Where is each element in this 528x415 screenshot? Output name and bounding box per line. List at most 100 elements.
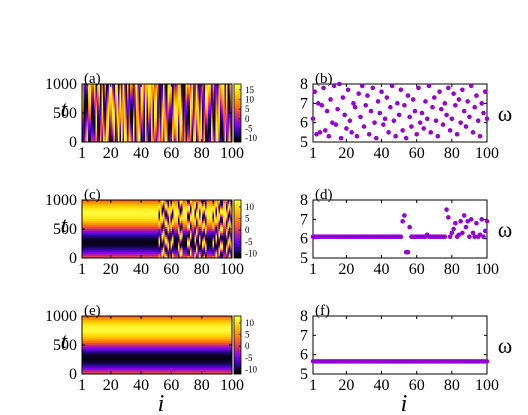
heatmap-cell [191,84,194,87]
heatmap-cell [128,101,131,104]
heatmap-cell [104,128,107,131]
heatmap-cell [217,134,219,137]
heatmap-cell [191,85,194,89]
heatmap-cell [176,97,179,100]
heatmap-cell [86,250,89,253]
heatmap-cell [88,227,90,230]
colorbar-segment [234,124,241,127]
heatmap-cell [199,134,201,137]
heatmap-cell [157,84,159,87]
heatmap-cell [88,223,90,226]
heatmap-cell [191,95,194,98]
heatmap-cell [100,93,102,96]
heatmap-cell [172,128,174,131]
heatmap-cell [91,256,93,259]
heatmap-cell [101,140,104,143]
heatmap-cell [172,99,174,102]
heatmap-cell [188,95,191,98]
heatmap-cell [175,107,177,110]
heatmap-cell [182,103,185,106]
heatmap-cell [145,120,147,124]
heatmap-cell [200,132,203,135]
heatmap-cell [164,134,167,137]
colorbar-segment [234,113,241,116]
heatmap-cell [160,97,162,100]
heatmap-cell [113,95,116,98]
data-point [379,89,384,95]
heatmap-cell [173,138,176,141]
heatmap-cell [218,93,221,96]
heatmap-cell [229,114,231,118]
heatmap-cell [161,140,164,143]
heatmap-cell [113,107,116,110]
heatmap-cell [196,114,198,118]
heatmap-cell [202,105,204,108]
heatmap-cell [175,111,177,114]
heatmap-cell [226,118,228,122]
heatmap-cell [92,103,95,106]
heatmap-cell [98,95,101,98]
heatmap-cell [98,89,101,93]
heatmap-cell [82,219,84,222]
heatmap-cell [220,126,222,129]
heatmap-cell [95,97,98,100]
heatmap-cell [136,116,138,120]
heatmap-cell [227,89,230,93]
heatmap-cell [172,114,174,118]
heatmap-cell [130,107,132,110]
heatmap-cell [149,140,152,143]
heatmap-cell [164,103,167,106]
heatmap-cell [208,122,210,125]
heatmap-cell [94,205,96,209]
data-point [328,97,333,102]
heatmap-cell [205,99,207,102]
heatmap-cell [92,84,95,87]
data-point [319,102,325,108]
heatmap-cell [218,120,221,124]
heatmap-cell [98,116,101,120]
heatmap-cell [88,140,90,143]
heatmap-cell [95,207,98,211]
heatmap-cell [173,107,176,110]
heatmap-cell [101,84,104,87]
heatmap-cell [95,84,98,87]
heatmap-cell [82,114,84,118]
heatmap-cell [83,124,86,127]
heatmap-cell [221,105,224,108]
heatmap-cell [175,124,177,127]
heatmap-cell [223,84,225,87]
heatmap-cell [89,126,92,129]
heatmap-cell [134,134,137,137]
heatmap-cell [202,126,204,129]
heatmap-cell [134,130,137,133]
heatmap-cell [88,250,90,253]
heatmap-cell [185,103,188,106]
heatmap-cell [88,225,90,228]
heatmap-cell [92,242,95,245]
heatmap-cell [101,122,104,125]
heatmap-cell [166,101,168,104]
heatmap-cell [122,132,125,135]
heatmap-cell [86,244,89,247]
heatmap-cell [173,124,176,127]
heatmap-cell [83,89,86,93]
heatmap-cell [149,91,152,95]
heatmap-cell [134,97,137,100]
heatmap-cell [167,120,170,124]
heatmap-cell [148,120,150,124]
heatmap-cell [89,130,92,133]
heatmap-cell [188,140,191,143]
heatmap-cell [110,130,113,133]
heatmap-cell [155,91,158,95]
heatmap-cell [145,114,147,118]
heatmap-cell [220,138,222,141]
heatmap-cell [199,138,201,141]
heatmap-cell [148,85,150,89]
heatmap-cell [164,99,167,102]
heatmap-cell [130,103,132,106]
heatmap-cell [143,85,146,89]
heatmap-cell [98,122,101,125]
heatmap-cell [179,111,182,114]
heatmap-cell [149,97,152,100]
heatmap-cell [214,95,216,98]
